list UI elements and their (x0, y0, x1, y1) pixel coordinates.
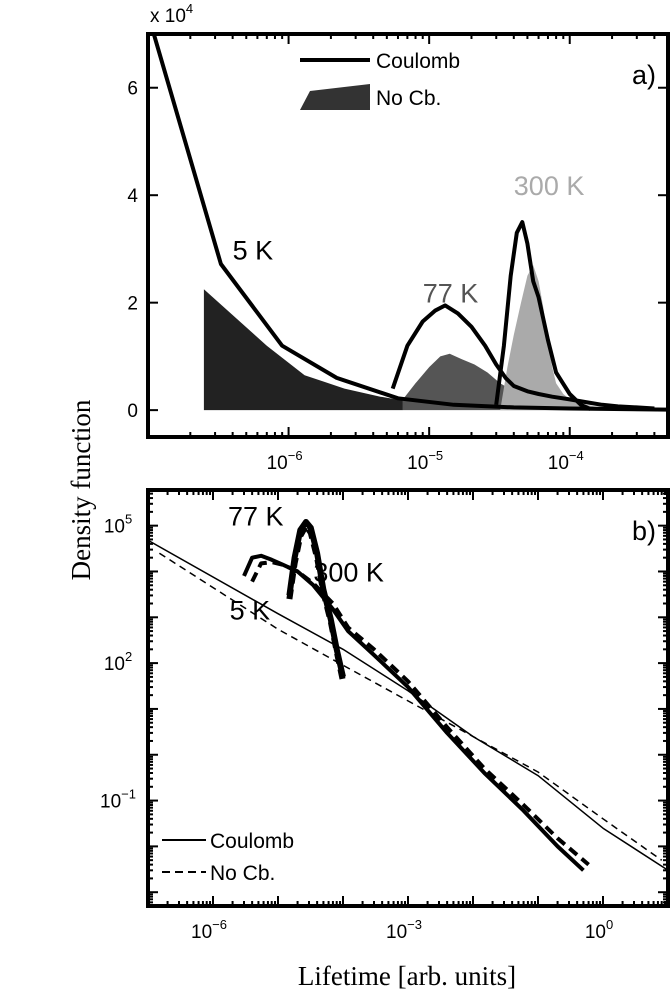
panel-b-annotation: 300 K (313, 558, 384, 588)
series-filled-no-cb-300-k (500, 265, 633, 411)
panel-a-y-tick-label: 0 (127, 401, 138, 422)
panel-b-annotation: 77 K (228, 502, 284, 532)
panel-a-plot-area (151, 34, 668, 412)
panel-a-legend-label: No Cb. (376, 87, 441, 110)
panel-b-x-tick-label: 100 (585, 917, 613, 943)
series-filled-no-cb-77-k (402, 353, 618, 411)
panel-a-y-tick-label: 2 (127, 294, 138, 315)
panel-a-x-tick-label: 10−5 (407, 448, 443, 474)
panel-a-label: a) (632, 60, 656, 90)
panel-b-x-tick-label: 10−6 (191, 917, 227, 943)
panel-a-y-tick-label: 6 (127, 79, 138, 100)
panel-b-label: b) (632, 516, 656, 546)
panel-a-y-tick-label: 4 (127, 186, 138, 207)
series-coulomb-5-k (148, 539, 668, 871)
panel-a-annotation: 300 K (514, 171, 585, 201)
panel-b-y-tick-label: 105 (104, 512, 132, 538)
panel-a-annotation: 77 K (423, 279, 479, 309)
x-axis-title: Lifetime [arb. units] (298, 961, 516, 991)
panel-a-legend-label: Coulomb (376, 50, 460, 73)
series-line-coulomb-300-k (494, 220, 592, 411)
series-filled-no-cb-5-k (203, 289, 403, 411)
series-no-cb-77-k (250, 560, 590, 867)
panel-b-legend-label: Coulomb (210, 830, 294, 853)
panel-b: 10−6 10−3 100 10−1 102 105 b) 77 K 300 K 5 K Coulo… (100, 488, 670, 943)
panel-b-annotation: 5 K (230, 595, 271, 625)
series-line-coulomb-77-k (390, 303, 655, 411)
panel-b-x-tick-label: 10−3 (386, 917, 422, 943)
series-no-cb-300-k (286, 522, 346, 682)
series-coulomb-77-k (242, 553, 585, 872)
panel-b-y-tick-label: 102 (104, 649, 132, 675)
panel-a-x-tick-label: 10−4 (548, 448, 584, 474)
panel-a-x-tick-label: 10−6 (267, 448, 303, 474)
panel-a-annotation: 5 K (233, 236, 274, 266)
series-line-coulomb-5-k (151, 34, 668, 412)
panel-b-plot-area (148, 519, 668, 872)
panel-b-y-tick-label: 10−1 (100, 787, 136, 813)
y-axis-title: Density function (66, 399, 96, 580)
panel-a: 10−6 10−5 10−4 0 2 4 6 x 104 a) 5 K 77 K 300 K Coulo… (127, 1, 670, 474)
panel-a-legend-swatch (300, 84, 370, 110)
panel-b-legend-label: No Cb. (210, 862, 275, 885)
panel-a-y-multiplier: x 104 (150, 1, 193, 27)
